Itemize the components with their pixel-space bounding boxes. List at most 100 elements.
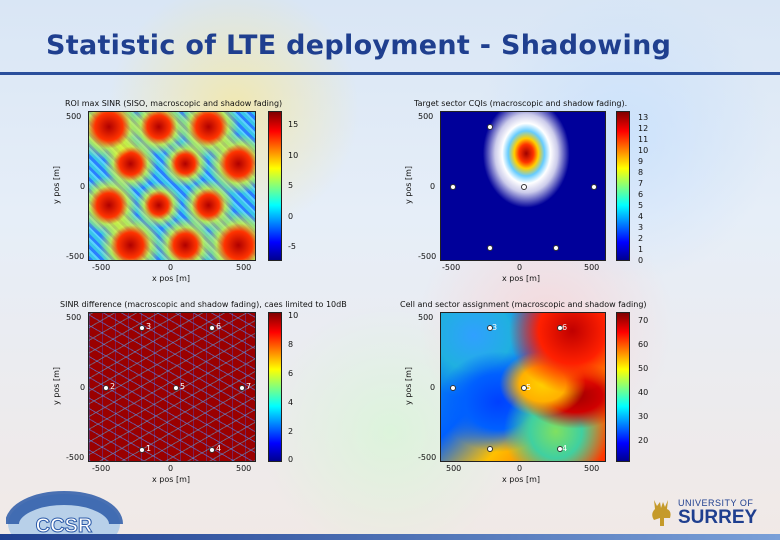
x-axis-label: x pos [m] [502,274,540,283]
cqi-colorbar [616,111,630,261]
cbar-tick: 0 [288,212,294,221]
site-marker [450,184,456,190]
site-label: 7 [246,382,252,391]
x-axis-label: x pos [m] [152,475,190,484]
site-marker [487,124,493,130]
x-axis-label: x pos [m] [502,475,540,484]
x-tick: 0 [168,464,174,473]
y-tick: 0 [430,182,436,191]
cbar-tick: 10 [638,146,649,155]
sinr-difference-colorbar [268,312,282,462]
y-axis-label: y pos [m] [404,166,413,204]
site-marker [103,385,109,391]
site-marker [521,385,527,391]
y-tick: -500 [66,252,85,261]
y-tick: -500 [66,453,85,462]
site-marker [239,385,245,391]
y-axis-label: y pos [m] [52,166,61,204]
x-tick: 500 [236,464,252,473]
y-tick: 500 [418,313,434,322]
cell-assignment-colorbar [616,312,630,462]
cbar-tick: 5 [638,201,644,210]
y-axis-label: y pos [m] [404,367,413,405]
x-tick: 500 [236,263,252,272]
x-tick: 0 [517,464,523,473]
cbar-tick: 9 [638,157,644,166]
site-label: 3 [146,322,152,331]
panel-title: Cell and sector assignment (macroscopic … [400,300,647,309]
cbar-tick: 2 [288,427,294,436]
site-marker [209,325,215,331]
x-tick: -500 [442,263,461,272]
cbar-tick: 10 [288,151,299,160]
x-tick: 0 [517,263,523,272]
footer-band [0,534,780,540]
cell-assignment-heatmap [440,312,606,462]
y-tick: 0 [80,383,86,392]
sinr-colorbar [268,111,282,261]
y-tick: 0 [430,383,436,392]
title-divider [0,72,780,75]
x-tick: -500 [92,464,111,473]
surrey-line2: SURREY [678,507,758,528]
cbar-tick: 0 [638,256,644,265]
site-marker [487,325,493,331]
cbar-tick: 6 [288,369,294,378]
sinr-difference-heatmap [88,312,256,462]
cbar-tick: -5 [288,242,296,251]
site-marker [557,325,563,331]
y-tick: 500 [418,112,434,121]
cbar-tick: 12 [638,124,649,133]
site-marker [450,385,456,391]
x-tick: 500 [584,464,600,473]
site-label: 4 [216,444,222,453]
cbar-tick: 30 [638,412,649,421]
site-marker [173,385,179,391]
cbar-tick: 7 [638,179,644,188]
cbar-tick: 60 [638,340,649,349]
stag-icon [652,500,671,526]
site-marker [553,245,559,251]
cbar-tick: 0 [288,455,294,464]
cbar-tick: 15 [288,120,299,129]
site-label: 5 [526,383,532,392]
cbar-tick: 5 [288,181,294,190]
cbar-tick: 20 [638,436,649,445]
y-tick: -500 [418,252,437,261]
y-tick: 500 [66,112,82,121]
y-tick: 0 [80,182,86,191]
panel-title: SINR difference (macroscopic and shadow … [60,300,347,309]
cbar-tick: 8 [288,340,294,349]
site-marker [139,325,145,331]
cbar-tick: 50 [638,364,649,373]
university-of-surrey-logo: UNIVERSITY OF SURREY [646,496,774,532]
cbar-tick: 10 [288,311,299,320]
y-tick: -500 [418,453,437,462]
site-label: 2 [110,382,116,391]
x-tick: -500 [92,263,111,272]
site-label: 6 [216,322,222,331]
y-tick: 500 [66,313,82,322]
x-tick: 500 [446,464,462,473]
site-label: 6 [562,323,568,332]
site-marker [139,447,145,453]
x-tick: 500 [584,263,600,272]
cbar-tick: 2 [638,234,644,243]
x-tick: 0 [168,263,174,272]
site-label: 4 [562,444,568,453]
slide-title: Statistic of LTE deployment - Shadowing [46,30,672,61]
surrey-line1: UNIVERSITY OF [678,498,754,508]
cbar-tick: 4 [638,212,644,221]
site-marker [591,184,597,190]
cbar-tick: 40 [638,388,649,397]
ccsr-logo: CCSR [6,491,123,536]
site-marker [557,446,563,452]
site-label: 1 [146,444,152,453]
cbar-tick: 6 [638,190,644,199]
cbar-tick: 11 [638,135,649,144]
panel-title: ROI max SINR (SISO, macroscopic and shad… [65,99,283,108]
cbar-tick: 1 [638,245,644,254]
y-axis-label: y pos [m] [52,367,61,405]
sinr-heatmap [88,111,256,261]
cqi-heatmap [440,111,606,261]
